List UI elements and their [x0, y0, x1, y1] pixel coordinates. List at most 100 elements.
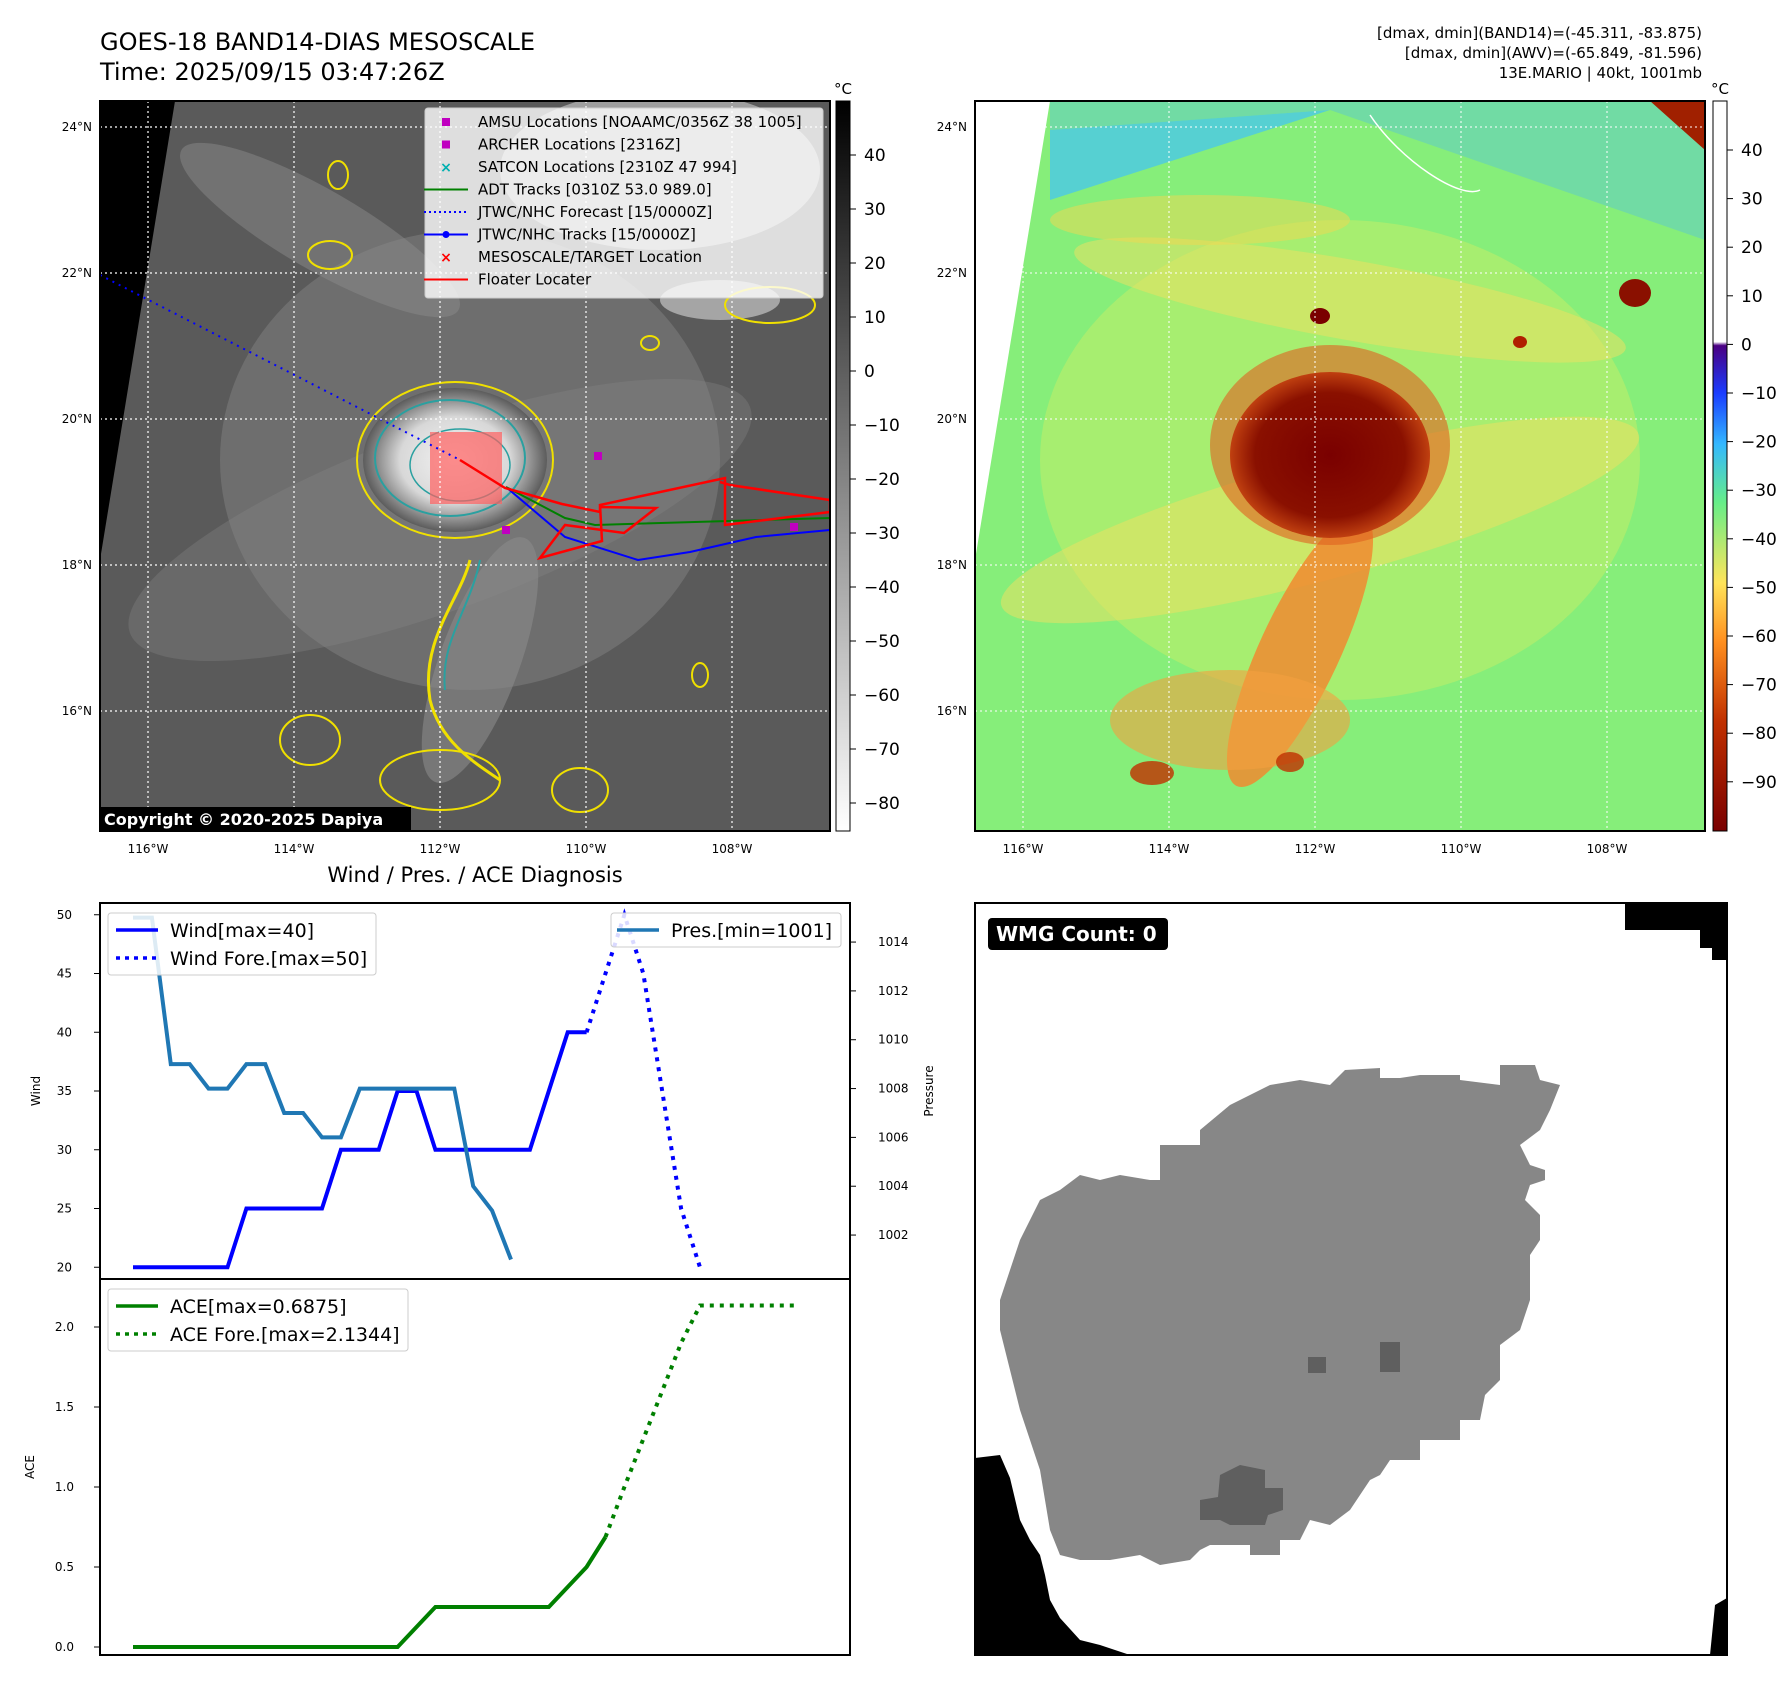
awv-lat-label: 24°N [937, 120, 967, 134]
legend-item-label: ADT Tracks [0310Z 53.0 989.0] [478, 181, 712, 199]
pressure-legend: Pres.[min=1001] [610, 912, 842, 948]
forecast-line [603, 1303, 795, 1538]
colorbar-tick-label: 20 [864, 254, 886, 274]
colorbar-tick-label: −50 [1741, 578, 1777, 598]
colorbar-tick-label: −80 [864, 794, 900, 814]
legend-marker-dot [442, 231, 450, 238]
colorbar-tick-label: −10 [1741, 384, 1777, 404]
ir-lat-label: 20°N [62, 412, 92, 426]
colorbar-tick-label: −20 [1741, 433, 1777, 453]
y-tick-label: 25 [57, 1202, 72, 1216]
awv-lat-label: 18°N [937, 558, 967, 572]
y2-tick-label: 1010 [878, 1033, 909, 1047]
colorbar-tick-label: 20 [1741, 238, 1763, 258]
awv-lon-label: 114°W [1149, 842, 1190, 856]
awv-lat-label: 20°N [937, 412, 967, 426]
awv-lat-label: 22°N [937, 266, 967, 280]
y-tick-label: 0.5 [55, 1560, 74, 1574]
colorbar-tick-label: 30 [1741, 190, 1763, 210]
legend-wind: Wind[max=40] [170, 920, 314, 942]
wind-axis-label: Wind [29, 1076, 43, 1106]
ir-lon-label: 110°W [566, 842, 607, 856]
y-tick-label: 1.5 [55, 1400, 74, 1414]
stats-line-2: [dmax, dmin](AWV)=(-65.849, -81.596) [1405, 44, 1702, 62]
ir-colorbar [835, 100, 851, 832]
awv-map-panel: 24°N 22°N 20°N 18°N 16°N 116°W 114°W 112… [937, 80, 1777, 856]
y2-tick-label: 1014 [878, 935, 909, 949]
legend-ace-forecast: ACE Fore.[max=2.1344] [170, 1324, 400, 1346]
ace-chart-frame [99, 1278, 851, 1656]
legend-item-label: JTWC/NHC Forecast [15/0000Z] [477, 203, 712, 221]
series-line [133, 915, 513, 1261]
ir-lat-label: 22°N [62, 266, 92, 280]
ir-legend: AMSU Locations [NOAAMC/0356Z 38 1005] ARC… [424, 107, 824, 299]
awv-lon-label: 112°W [1295, 842, 1336, 856]
wmg-count-text: WMG Count: 0 [996, 922, 1157, 946]
y2-tick-label: 1004 [878, 1179, 909, 1193]
awv-gridlines [975, 101, 1705, 831]
legend-marker-square [442, 118, 450, 126]
legend-marker-x: × [440, 160, 452, 176]
legend-marker-square [442, 140, 450, 149]
series-line [133, 1030, 587, 1270]
awv-colorbar [1712, 100, 1728, 832]
y2-tick-label: 1008 [878, 1082, 909, 1096]
colorbar-tick-label: 10 [1741, 287, 1763, 307]
y-tick-label: 50 [57, 908, 72, 922]
ir-map-frame [99, 100, 831, 832]
ir-lat-label: 16°N [62, 704, 92, 718]
y-tick-label: 35 [57, 1084, 72, 1098]
legend-item-label: Floater Locater [478, 271, 592, 289]
legend-item-label: SATCON Locations [2310Z 47 994] [478, 158, 737, 176]
y2-tick-label: 1012 [878, 984, 909, 998]
forecast-line [584, 908, 702, 1268]
figure-title: GOES-18 BAND14-DIAS MESOSCALE [100, 28, 535, 56]
legend-item-label: AMSU Locations [NOAAMC/0356Z 38 1005] [478, 113, 802, 131]
legend-item-label: ARCHER Locations [2316Z] [478, 136, 681, 154]
colorbar-tick-label: 10 [864, 308, 886, 328]
copyright-box [100, 807, 411, 831]
wmg-panel: WMG Count: 0 [974, 902, 1728, 1656]
copyright-text: Copyright © 2020-2025 Dapiya [104, 810, 383, 829]
colorbar-tick-label: −40 [1741, 530, 1777, 550]
y-tick-label: 0.0 [55, 1640, 74, 1654]
awv-colorbar-unit: °C [1711, 80, 1729, 98]
wind-pressure-chart: 20 25 30 35 40 45 50 1002 1004 1006 1008 1010 1012 10… [29, 902, 936, 1280]
ir-lon-label: 108°W [712, 842, 753, 856]
colorbar-tick-label: −80 [1741, 724, 1777, 744]
stats-line-1: [dmax, dmin](BAND14)=(-45.311, -83.875) [1377, 24, 1702, 42]
legend-marker-x: × [440, 250, 452, 266]
stats-line-3: 13E.MARIO | 40kt, 1001mb [1499, 64, 1702, 82]
y-tick-label: 20 [57, 1260, 72, 1274]
colorbar-tick-label: −50 [864, 632, 900, 652]
y-tick-label: 1.0 [55, 1480, 74, 1494]
y2-tick-label: 1002 [878, 1228, 909, 1242]
colorbar-tick-label: 0 [1741, 335, 1752, 355]
y-tick-label: 40 [57, 1025, 72, 1039]
colorbar-tick-label: 40 [1741, 141, 1763, 161]
legend-wind-forecast: Wind Fore.[max=50] [170, 948, 367, 970]
ace-chart: 0.0 0.5 1.0 1.5 2.0 ACE ACE[max=0.6875] ACE … [23, 1278, 851, 1656]
colorbar-tick-label: −30 [1741, 481, 1777, 501]
colorbar-tick-label: −40 [864, 578, 900, 598]
colorbar-tick-label: 40 [864, 146, 886, 166]
colorbar-tick-label: −60 [1741, 627, 1777, 647]
y2-tick-label: 1006 [878, 1130, 909, 1144]
colorbar-tick-label: −70 [1741, 676, 1777, 696]
y-tick-label: 30 [57, 1143, 72, 1157]
diagnosis-title: Wind / Pres. / ACE Diagnosis [327, 863, 622, 887]
ir-colorbar-unit: °C [834, 80, 852, 98]
ace-axis-label: ACE [23, 1455, 37, 1479]
ir-map-panel: 24°N 22°N 20°N 18°N 16°N 116°W 114°W 112… [62, 80, 900, 856]
awv-imagery [975, 101, 1705, 831]
wmg-count-badge [988, 918, 1168, 950]
colorbar-tick-label: 30 [864, 200, 886, 220]
ir-lat-label: 18°N [62, 558, 92, 572]
legend-ace: ACE[max=0.6875] [170, 1296, 347, 1318]
colorbar-tick-label: −30 [864, 524, 900, 544]
ir-lon-label: 112°W [420, 842, 461, 856]
figure-time: Time: 2025/09/15 03:47:26Z [99, 58, 445, 86]
awv-lat-label: 16°N [937, 704, 967, 718]
ir-lat-label: 24°N [62, 120, 92, 134]
awv-lon-label: 110°W [1441, 842, 1482, 856]
